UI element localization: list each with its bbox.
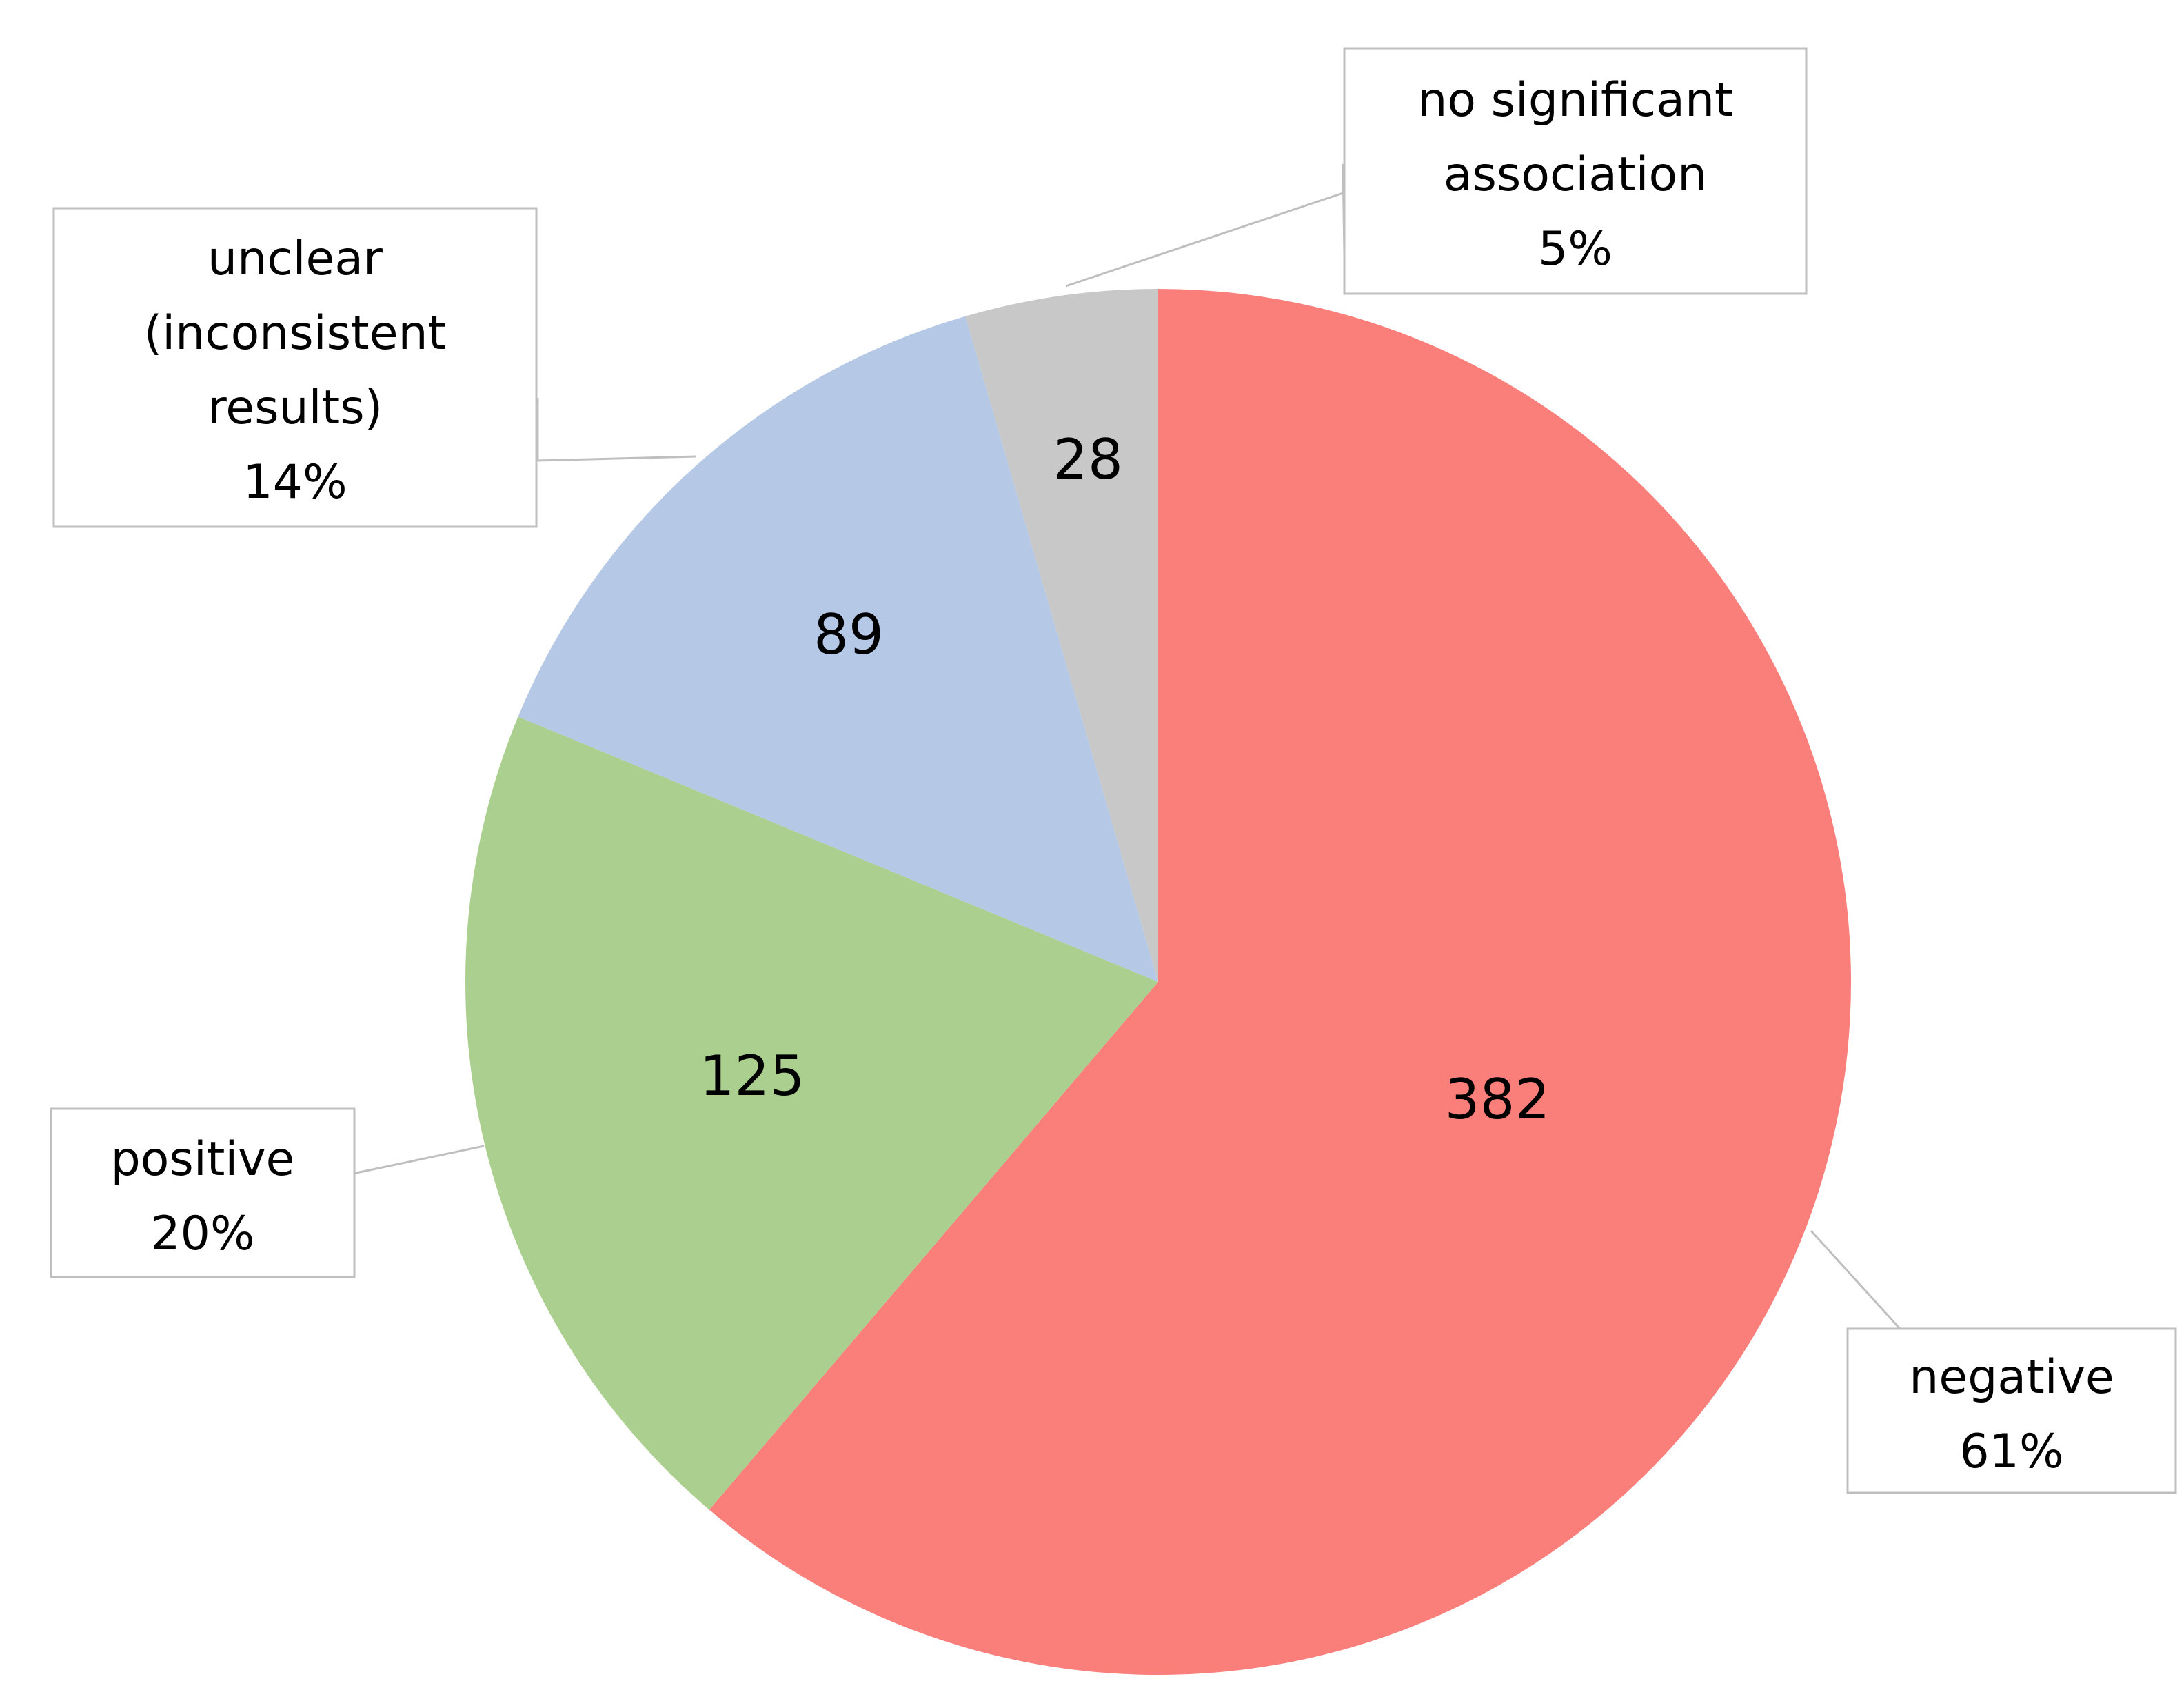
callout-negative-line-1: negative	[1909, 1350, 2114, 1405]
callout-negative: negative 61%	[1846, 1327, 2177, 1494]
callout-positive-percent: 20%	[150, 1207, 254, 1261]
pie-slice-no-significant	[965, 289, 1158, 982]
callout-unclear-line-1: unclear	[208, 232, 383, 286]
slice-value-positive: 125	[700, 1044, 805, 1108]
callout-unclear-line-3: results)	[208, 381, 383, 435]
callout-no-significant-percent: 5%	[1538, 222, 1612, 277]
slice-value-negative: 382	[1445, 1067, 1550, 1132]
callout-negative-percent: 61%	[1959, 1425, 2063, 1479]
slice-value-unclear: 89	[813, 603, 884, 667]
callout-positive: positive 20%	[50, 1107, 356, 1278]
slice-value-no-significant: 28	[1053, 428, 1123, 492]
leader-line-positive	[352, 1145, 485, 1175]
leader-line-negative	[1810, 1229, 1901, 1330]
callout-no-significant-line-2: association	[1444, 148, 1707, 202]
leader-line-no-significant	[1065, 163, 1346, 288]
leader-line-unclear	[536, 398, 697, 462]
callout-unclear-percent: 14%	[243, 455, 347, 510]
slice-value-labels: 382 125 89 28	[700, 428, 1550, 1132]
callout-unclear: unclear (inconsistent results) 14%	[52, 207, 538, 528]
pie-slices	[465, 289, 1852, 1675]
callout-labels: no significant association 5% unclear (i…	[50, 47, 2177, 1494]
pie-slice-positive	[465, 716, 1158, 1510]
callout-unclear-line-2: (inconsistent	[144, 306, 447, 361]
callout-no-significant: no significant association 5%	[1343, 47, 1808, 295]
callout-positive-line-1: positive	[111, 1132, 295, 1187]
callout-no-significant-line-1: no significant	[1417, 73, 1732, 128]
pie-slice-negative	[709, 289, 1852, 1675]
pie-slice-unclear	[518, 316, 1158, 982]
